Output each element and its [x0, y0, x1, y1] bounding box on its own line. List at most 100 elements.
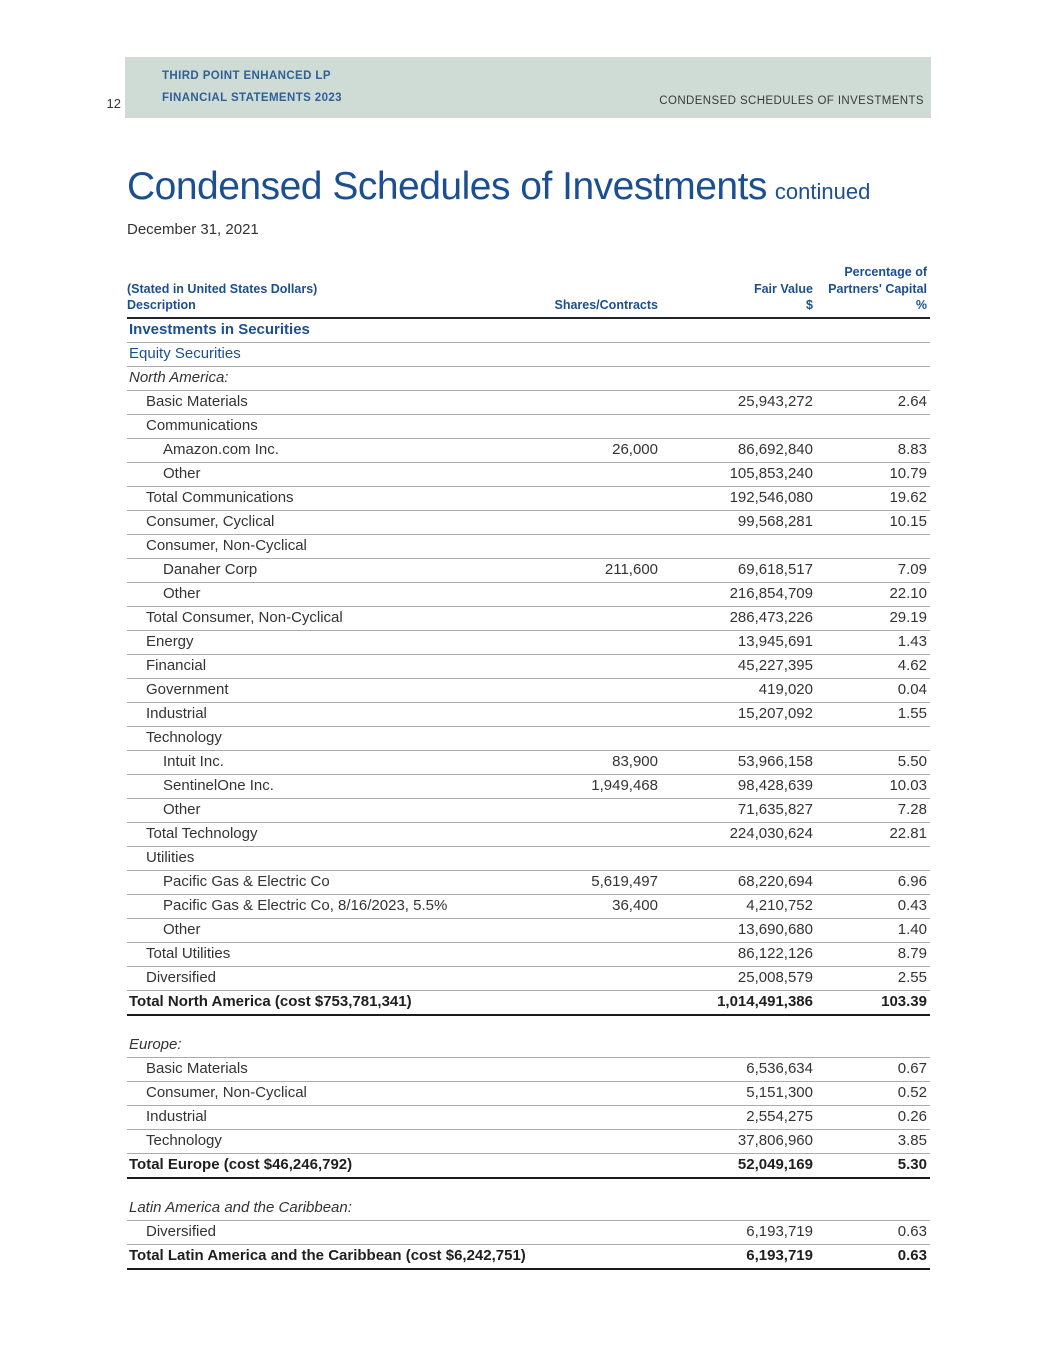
row-fair-value: 99,568,281	[662, 510, 817, 535]
table-row: Basic Materials 25,943,272 2.64	[127, 390, 930, 415]
row-shares	[537, 534, 662, 559]
row-percent: 8.79	[817, 942, 930, 967]
row-percent: 0.63	[817, 1220, 930, 1245]
row-label: Consumer, Cyclical	[127, 510, 537, 535]
table-header: Percentage of (Stated in United States D…	[127, 264, 930, 319]
table-header-row-1: Percentage of	[127, 264, 930, 281]
table-row: Europe:	[127, 1033, 930, 1058]
header-dollar-sign: $	[662, 297, 817, 319]
row-fair-value: 98,428,639	[662, 774, 817, 799]
row-label: Other	[127, 582, 537, 607]
row-fair-value: 13,690,680	[662, 918, 817, 943]
row-label: Basic Materials	[127, 1057, 537, 1082]
row-fair-value	[662, 726, 817, 751]
header-blank	[662, 264, 817, 281]
row-shares	[537, 1033, 662, 1058]
row-fair-value: 86,122,126	[662, 942, 817, 967]
header-blank	[127, 264, 537, 281]
row-label: Pacific Gas & Electric Co	[127, 870, 537, 895]
header-blank	[537, 281, 662, 298]
report-date: December 31, 2021	[127, 221, 259, 238]
table-row: Energy 13,945,691 1.43	[127, 630, 930, 655]
table-row: Industrial 15,207,092 1.55	[127, 702, 930, 727]
table-row: Other 216,854,709 22.10	[127, 582, 930, 607]
row-percent: 29.19	[817, 606, 930, 631]
row-label: Danaher Corp	[127, 558, 537, 583]
header-band: THIRD POINT ENHANCED LP FINANCIAL STATEM…	[125, 57, 931, 118]
row-fair-value: 6,536,634	[662, 1057, 817, 1082]
row-shares	[537, 1129, 662, 1154]
row-fair-value	[662, 342, 817, 367]
row-label: Basic Materials	[127, 390, 537, 415]
table-header-row-3: Description Shares/Contracts $ %	[127, 297, 930, 319]
page-title-main: Condensed Schedules of Investments	[127, 165, 767, 208]
row-label: Technology	[127, 1129, 537, 1154]
row-percent: 103.39	[817, 990, 930, 1016]
row-fair-value: 25,008,579	[662, 966, 817, 991]
row-label: Utilities	[127, 846, 537, 871]
table-row: Financial 45,227,395 4.62	[127, 654, 930, 679]
row-shares	[537, 1105, 662, 1130]
row-fair-value: 25,943,272	[662, 390, 817, 415]
row-shares	[537, 1057, 662, 1082]
header-partners-capital: Partners' Capital	[828, 281, 927, 296]
row-label: Communications	[127, 414, 537, 439]
total-row: Total Latin America and the Caribbean (c…	[127, 1244, 930, 1270]
row-percent: 3.85	[817, 1129, 930, 1154]
row-fair-value: 224,030,624	[662, 822, 817, 847]
row-shares: 5,619,497	[537, 870, 662, 895]
row-fair-value: 105,853,240	[662, 462, 817, 487]
row-fair-value: 71,635,827	[662, 798, 817, 823]
row-label: Latin America and the Caribbean:	[127, 1196, 537, 1221]
row-shares: 211,600	[537, 558, 662, 583]
row-label: Consumer, Non-Cyclical	[127, 534, 537, 559]
row-percent: 1.55	[817, 702, 930, 727]
header-org-name: THIRD POINT ENHANCED LP	[162, 70, 331, 83]
row-shares	[537, 846, 662, 871]
row-shares	[537, 390, 662, 415]
row-fair-value: 216,854,709	[662, 582, 817, 607]
row-fair-value	[662, 366, 817, 391]
row-fair-value: 1,014,491,386	[662, 990, 817, 1016]
row-shares	[537, 1220, 662, 1245]
row-shares	[537, 486, 662, 511]
investments-table: Percentage of (Stated in United States D…	[127, 264, 930, 1270]
row-percent: 7.28	[817, 798, 930, 823]
page-number: 12	[106, 96, 121, 111]
row-shares	[537, 966, 662, 991]
spacer-row	[127, 1178, 930, 1197]
row-label: Diversified	[127, 966, 537, 991]
row-shares	[537, 1081, 662, 1106]
row-shares	[537, 726, 662, 751]
table-row: Pacific Gas & Electric Co 5,619,497 68,220…	[127, 870, 930, 895]
row-shares	[537, 317, 662, 343]
row-shares: 83,900	[537, 750, 662, 775]
row-fair-value: 68,220,694	[662, 870, 817, 895]
table-row: North America:	[127, 366, 930, 391]
row-shares	[537, 822, 662, 847]
row-label: Amazon.com Inc.	[127, 438, 537, 463]
row-percent	[817, 342, 930, 367]
table-row: Technology	[127, 726, 930, 751]
table-row: Intuit Inc. 83,900 53,966,158 5.50	[127, 750, 930, 775]
row-percent: 7.09	[817, 558, 930, 583]
row-fair-value: 45,227,395	[662, 654, 817, 679]
row-label: Consumer, Non-Cyclical	[127, 1081, 537, 1106]
row-percent	[817, 846, 930, 871]
row-percent: 0.63	[817, 1244, 930, 1270]
row-fair-value: 53,966,158	[662, 750, 817, 775]
table-row: Amazon.com Inc. 26,000 86,692,840 8.83	[127, 438, 930, 463]
row-percent: 10.03	[817, 774, 930, 799]
table-row: Industrial 2,554,275 0.26	[127, 1105, 930, 1130]
row-percent: 0.43	[817, 894, 930, 919]
header-percent-sign: %	[817, 297, 930, 319]
row-percent	[817, 726, 930, 751]
header-shares-contracts: Shares/Contracts	[537, 297, 662, 319]
table-row: Diversified 25,008,579 2.55	[127, 966, 930, 991]
row-fair-value: 69,618,517	[662, 558, 817, 583]
table-row: Total Consumer, Non-Cyclical 286,473,226 2…	[127, 606, 930, 631]
row-label: SentinelOne Inc.	[127, 774, 537, 799]
row-fair-value: 37,806,960	[662, 1129, 817, 1154]
row-shares	[537, 510, 662, 535]
row-shares	[537, 462, 662, 487]
